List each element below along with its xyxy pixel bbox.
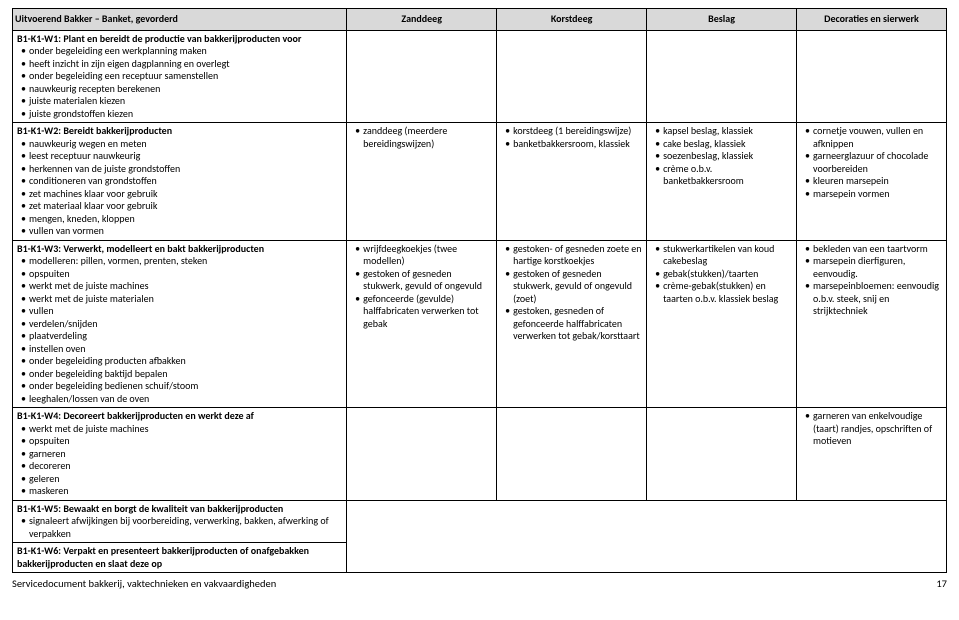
cell-korstdeeg: korstdeeg (1 bereidingswijze)banketbakke… [497,123,647,241]
list-item: vullen [21,305,342,318]
list-item: juiste grondstoffen kiezen [21,108,342,121]
list-item: zanddeeg (meerdere bereidingswijzen) [355,125,492,150]
list-item: marsepein dierfiguren, eenvoudig. [805,255,942,280]
list-item: leeghalen/lossen van de oven [21,393,342,406]
cell-decoraties [797,30,947,123]
list-item: onder begeleiding een werkplanning maken [21,45,342,58]
cell-decoraties: cornetje vouwen, vullen en afknippengarn… [797,123,947,241]
list-item: geleren [21,473,342,486]
section-title: B1-K1-W4: Decoreert bakkerijproducten en… [17,410,342,423]
list-item: soezenbeslag, klassiek [655,150,792,163]
list-item: garneerglazuur of chocolade voorbereiden [805,150,942,175]
cell-beslag [647,30,797,123]
page-footer: Servicedocument bakkerij, vaktechnieken … [12,577,947,590]
section-title: B1-K1-W6: Verpakt en presenteert bakkeri… [17,545,342,570]
row-left: B1-K1-W3: Verwerkt, modelleert en bakt b… [13,240,347,408]
list-item: crème o.b.v. banketbakkersroom [655,163,792,188]
cell-korstdeeg: gestoken- of gesneden zoete en hartige k… [497,240,647,408]
list-item: decoreren [21,460,342,473]
row-left: B1-K1-W2: Bereidt bakkerijproductennauwk… [13,123,347,241]
cell-zanddeeg [347,30,497,123]
cell-zanddeeg: zanddeeg (meerdere bereidingswijzen) [347,123,497,241]
list-item: kleuren marsepein [805,175,942,188]
list-item: crème-gebak(stukken) en taarten o.b.v. k… [655,280,792,305]
cell-decoraties: bekleden van een taartvormmarsepein dier… [797,240,947,408]
list-item: conditioneren van grondstoffen [21,175,342,188]
cell-merged-empty [347,500,947,573]
curriculum-table: Uitvoerend Bakker – Banket, gevorderdZan… [12,8,947,573]
list-item: werkt met de juiste machines [21,280,342,293]
table-title: Uitvoerend Bakker – Banket, gevorderd [13,9,347,31]
list-item: banketbakkersroom, klassiek [505,138,642,151]
cell-zanddeeg: wrijfdeegkoekjes (twee modellen)gestoken… [347,240,497,408]
list-item: onder begeleiding producten afbakken [21,355,342,368]
cell-korstdeeg [497,408,647,501]
row-left: B1-K1-W1: Plant en bereidt de productie … [13,30,347,123]
section-title: B1-K1-W2: Bereidt bakkerijproducten [17,125,342,138]
row-left: B1-K1-W6: Verpakt en presenteert bakkeri… [13,543,347,573]
cell-beslag: stukwerkartikelen van koud cakebeslaggeb… [647,240,797,408]
col-header: Beslag [647,9,797,31]
list-item: leest receptuur nauwkeurig [21,150,342,163]
list-item: marsepeinbloemen: eenvoudig o.b.v. steek… [805,280,942,318]
list-item: gestoken- of gesneden zoete en hartige k… [505,243,642,268]
list-item: maskeren [21,485,342,498]
cell-beslag: kapsel beslag, klassiekcake beslag, klas… [647,123,797,241]
col-header: Zanddeeg [347,9,497,31]
list-item: onder begeleiding een receptuur samenste… [21,70,342,83]
list-item: gefonceerde (gevulde) halffabricaten ver… [355,293,492,331]
cell-zanddeeg [347,408,497,501]
list-item: werkt met de juiste materialen [21,293,342,306]
list-item: opspuiten [21,435,342,448]
list-item: signaleert afwijkingen bij voorbereiding… [21,515,342,540]
list-item: wrijfdeegkoekjes (twee modellen) [355,243,492,268]
list-item: zet materiaal klaar voor gebruik [21,200,342,213]
list-item: gestoken of gesneden stukwerk, gevuld of… [505,268,642,306]
cell-decoraties: garneren van enkelvoudige (taart) randje… [797,408,947,501]
cell-beslag [647,408,797,501]
list-item: kapsel beslag, klassiek [655,125,792,138]
list-item: vullen van vormen [21,225,342,238]
list-item: korstdeeg (1 bereidingswijze) [505,125,642,138]
list-item: marsepein vormen [805,188,942,201]
list-item: modelleren: pillen, vormen, prenten, ste… [21,255,342,268]
list-item: gestoken, gesneden of gefonceerde halffa… [505,305,642,343]
row-left: B1-K1-W4: Decoreert bakkerijproducten en… [13,408,347,501]
col-header: Decoraties en sierwerk [797,9,947,31]
list-item: garneren van enkelvoudige (taart) randje… [805,410,942,448]
page-number: 17 [936,577,947,590]
row-left: B1-K1-W5: Bewaakt en borgt de kwaliteit … [13,500,347,543]
list-item: onder begeleiding bedienen schuif/stoom [21,380,342,393]
list-item: cornetje vouwen, vullen en afknippen [805,125,942,150]
list-item: juiste materialen kiezen [21,95,342,108]
footer-title: Servicedocument bakkerij, vaktechnieken … [12,577,276,590]
list-item: stukwerkartikelen van koud cakebeslag [655,243,792,268]
list-item: plaatverdeling [21,330,342,343]
col-header: Korstdeeg [497,9,647,31]
cell-korstdeeg [497,30,647,123]
list-item: gestoken of gesneden stukwerk, gevuld of… [355,268,492,293]
